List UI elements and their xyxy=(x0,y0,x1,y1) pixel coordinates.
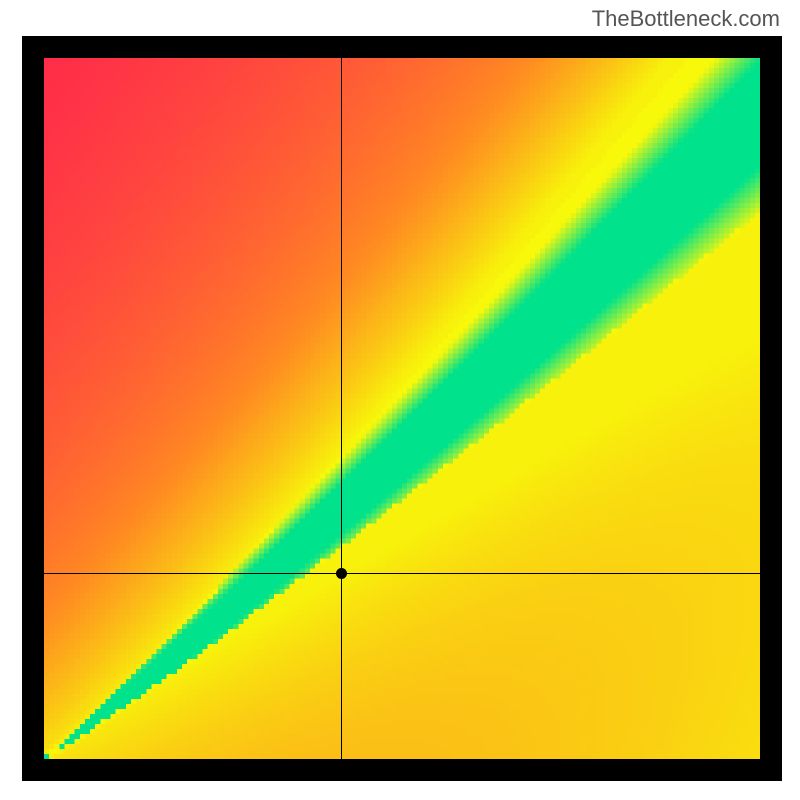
plot-frame xyxy=(22,36,782,781)
crosshair-horizontal xyxy=(44,573,760,574)
crosshair-vertical xyxy=(341,58,342,759)
heatmap-canvas xyxy=(44,58,760,759)
data-point-marker xyxy=(336,568,347,579)
watermark-text: TheBottleneck.com xyxy=(592,6,780,32)
